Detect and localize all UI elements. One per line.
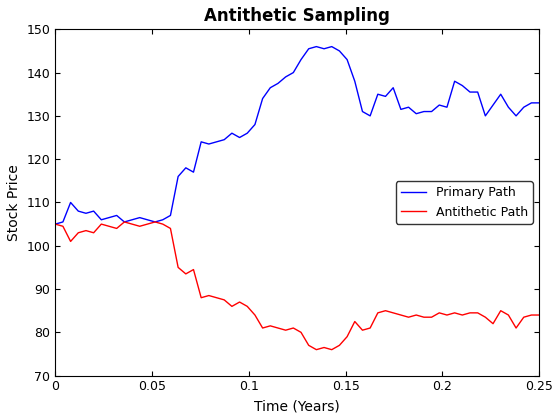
Legend: Primary Path, Antithetic Path: Primary Path, Antithetic Path xyxy=(396,181,533,223)
Antithetic Path xyxy=(113,226,120,231)
Title: Antithetic Sampling: Antithetic Sampling xyxy=(204,7,390,25)
Primary Path xyxy=(375,92,381,97)
Antithetic Path xyxy=(121,219,128,224)
Antithetic Path xyxy=(52,222,59,227)
Antithetic Path xyxy=(313,347,320,352)
X-axis label: Time (Years): Time (Years) xyxy=(254,399,340,413)
Primary Path xyxy=(536,100,543,105)
Line: Primary Path: Primary Path xyxy=(55,47,539,224)
Line: Antithetic Path: Antithetic Path xyxy=(55,222,539,350)
Y-axis label: Stock Price: Stock Price xyxy=(7,164,21,241)
Antithetic Path xyxy=(298,330,305,335)
Primary Path xyxy=(313,44,320,49)
Primary Path xyxy=(367,113,374,118)
Primary Path xyxy=(290,70,297,75)
Antithetic Path xyxy=(336,343,343,348)
Antithetic Path xyxy=(259,326,266,331)
Antithetic Path xyxy=(536,312,543,318)
Primary Path xyxy=(113,213,120,218)
Antithetic Path xyxy=(382,308,389,313)
Primary Path xyxy=(52,222,59,227)
Antithetic Path xyxy=(375,310,381,315)
Primary Path xyxy=(328,44,335,49)
Primary Path xyxy=(251,122,258,127)
